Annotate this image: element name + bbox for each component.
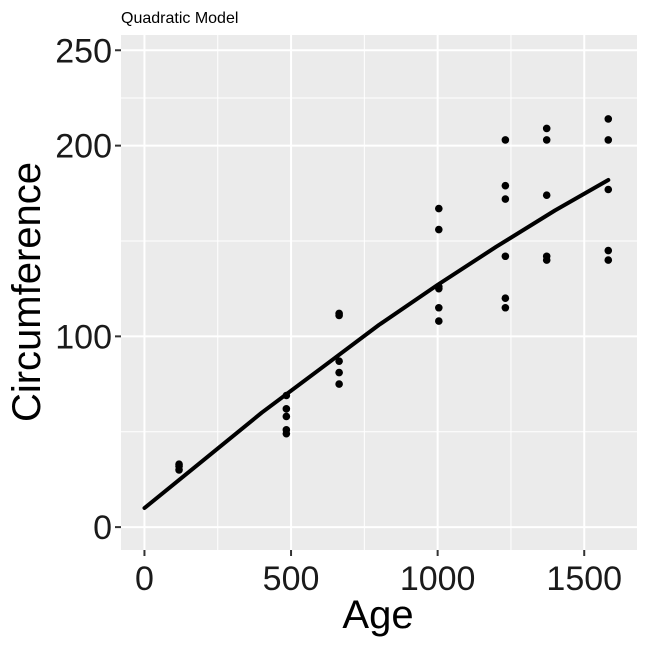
data-point (542, 124, 551, 133)
data-point (335, 309, 343, 318)
x-tick-label: 500 (263, 560, 320, 598)
data-point (542, 252, 551, 261)
y-tick-label: 200 (55, 128, 112, 166)
data-point (335, 368, 343, 377)
data-point (542, 136, 551, 144)
data-point (435, 204, 443, 213)
y-axis-title: Circumference (5, 162, 49, 422)
x-tick-label: 1500 (546, 560, 622, 598)
data-point (604, 115, 613, 123)
x-axis-title: Age (342, 593, 413, 637)
y-tick-label: 250 (55, 32, 112, 70)
x-tick-label: 0 (135, 560, 154, 598)
data-point (542, 191, 551, 200)
data-point (501, 303, 510, 312)
data-point (501, 195, 510, 203)
data-point (604, 136, 613, 144)
data-points (175, 115, 613, 474)
data-point (435, 317, 443, 325)
data-point (335, 357, 343, 365)
data-point (282, 426, 291, 434)
data-point (175, 460, 183, 468)
data-point (604, 185, 613, 194)
chart-title: Quadratic Model (121, 10, 238, 27)
x-tick-label: 1000 (400, 560, 476, 598)
data-point (604, 256, 613, 264)
axis-ticks (115, 49, 586, 556)
data-point (282, 405, 291, 413)
plot-panel (121, 35, 637, 550)
data-point (335, 380, 343, 388)
data-point (501, 294, 510, 303)
y-tick-label: 100 (55, 318, 112, 356)
major-gridlines (121, 35, 637, 550)
tick-labels: 0 500 1000 1500 0 100 200 250 (55, 32, 622, 598)
minor-gridlines (121, 35, 637, 550)
data-point (282, 412, 291, 421)
data-point (604, 246, 613, 255)
data-point (435, 225, 443, 234)
data-point (501, 181, 510, 190)
fitted-curve (142, 178, 611, 510)
data-point (501, 136, 510, 144)
y-tick-label: 0 (93, 509, 112, 547)
data-point (501, 252, 510, 261)
data-point (435, 303, 443, 312)
